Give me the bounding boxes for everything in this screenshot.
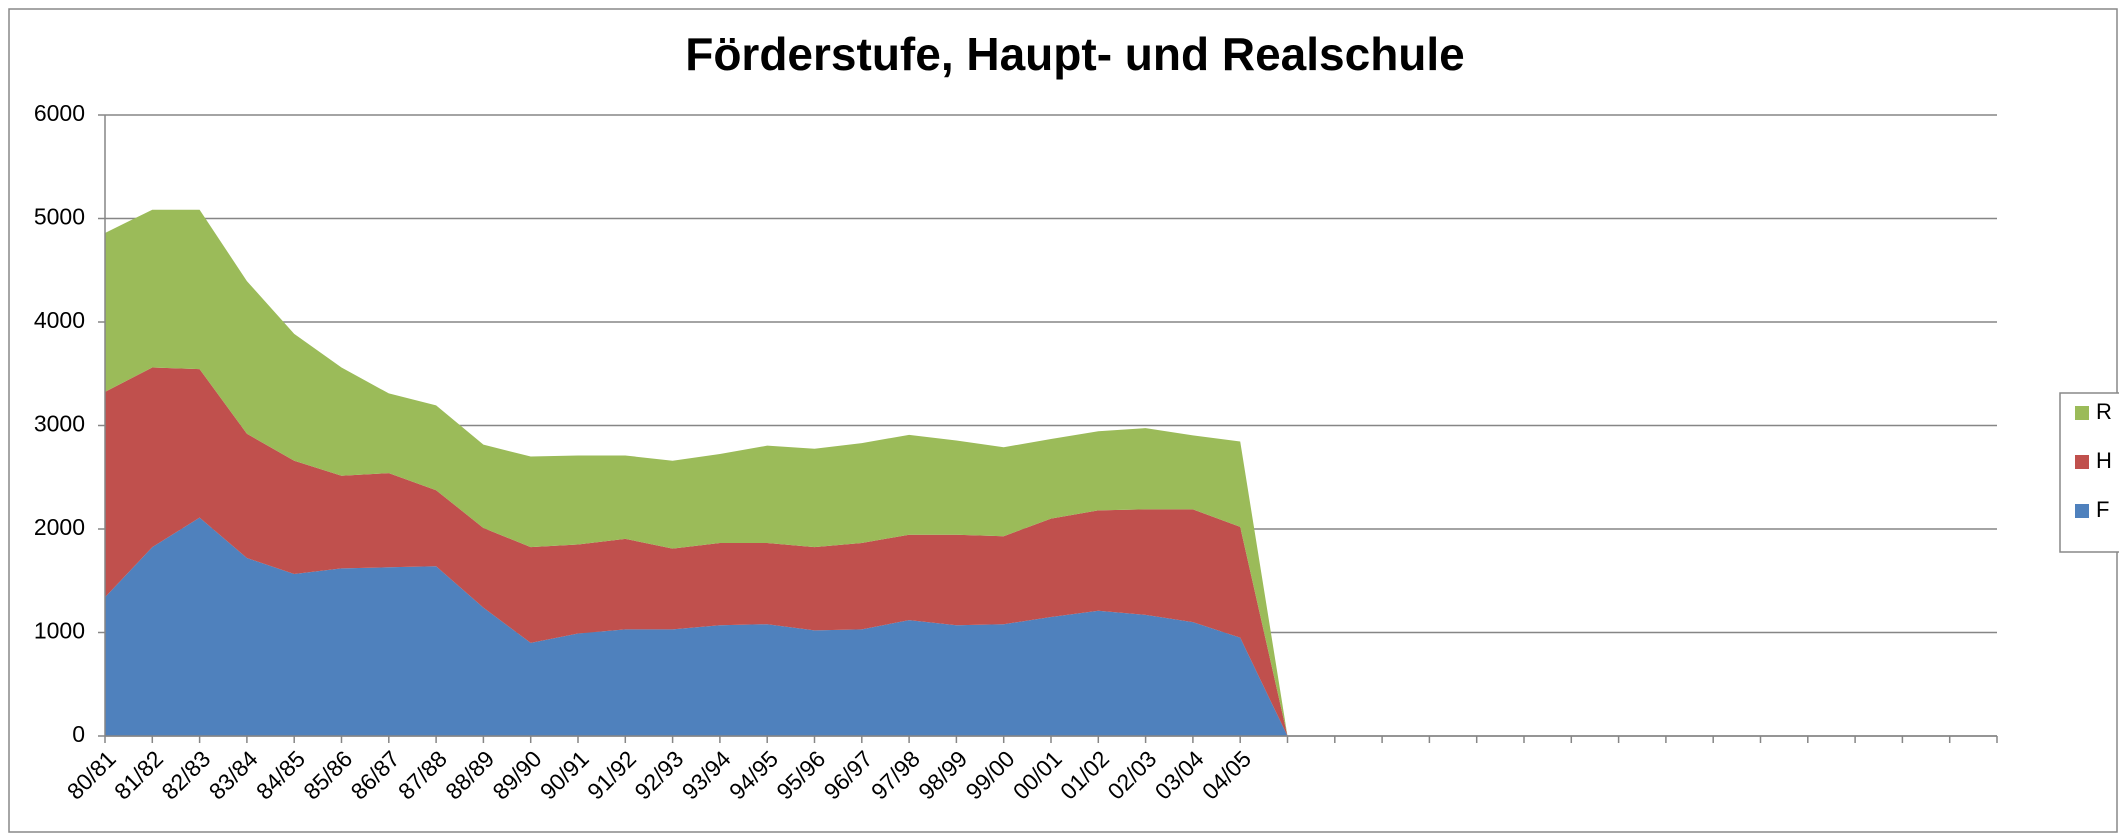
legend-swatch xyxy=(2075,455,2089,469)
area xyxy=(105,517,1288,736)
legend-label: H xyxy=(2096,448,2112,473)
area xyxy=(105,209,1288,736)
chart-title: Förderstufe, Haupt- und Realschule xyxy=(685,28,1465,80)
legend-label: F xyxy=(2096,497,2109,522)
legend-label: R xyxy=(2096,399,2112,424)
area xyxy=(105,367,1288,736)
legend-swatch xyxy=(2075,504,2089,518)
legend-swatch xyxy=(2075,406,2089,420)
legend-box xyxy=(2059,392,2119,553)
y-tick-label: 4000 xyxy=(34,307,85,333)
y-tick-label: 3000 xyxy=(34,411,85,437)
legend: RHF xyxy=(2059,392,2119,553)
y-tick-label: 1000 xyxy=(34,618,85,644)
y-tick-label: 2000 xyxy=(34,514,85,540)
y-tick-label: 0 xyxy=(72,721,85,747)
y-tick-label: 6000 xyxy=(34,100,85,126)
y-tick-label: 5000 xyxy=(34,204,85,230)
